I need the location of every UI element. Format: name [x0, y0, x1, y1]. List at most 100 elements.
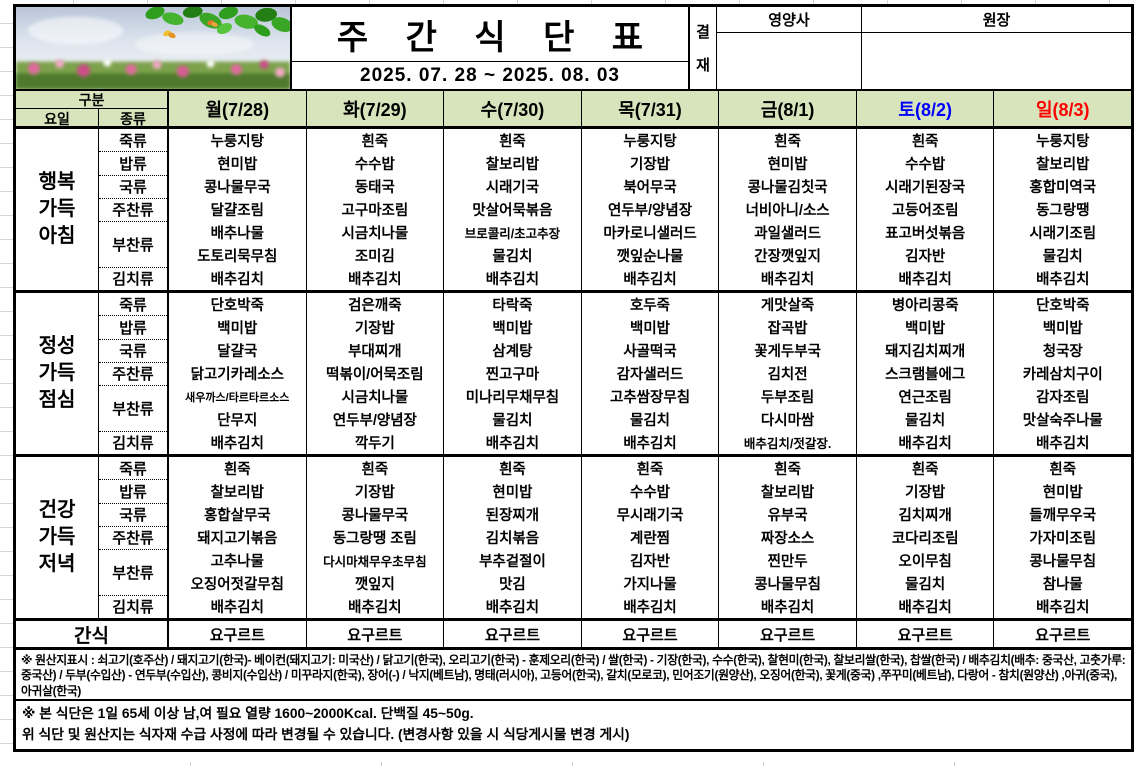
menu-item: 가자미조림 [1029, 531, 1097, 547]
menu-item: 유부국 [767, 508, 808, 524]
category-column: 죽류 밥류 국류 주찬류 부찬류 김치류 [99, 457, 169, 618]
menu-item: 조미김 [354, 249, 395, 265]
menu-item: 미나리무채무침 [465, 390, 560, 406]
menu-item: 콩나물무침 [1029, 554, 1097, 570]
menu-item: 오이무침 [898, 554, 952, 570]
menu-item: 스크램블에그 [885, 367, 966, 383]
menu-item: 찰보리밥 [1036, 157, 1090, 173]
menu-item: 백미밥 [492, 321, 533, 337]
category-label: 죽류 [119, 296, 147, 314]
menu-item: 깻잎순나물 [616, 249, 684, 265]
menu-item: 흰죽 [223, 462, 251, 478]
lunch-section: 정성 가득 점심 죽류 밥류 국류 주찬류 부찬류 김치류 단호박죽 백미밥 달걀국 닭고기카레… [16, 293, 1131, 457]
meal-1-day-0-column: 단호박죽 백미밥 달걀국 닭고기카레소스 새우까스/타르타르소스 단무지 배추김치 [169, 293, 307, 454]
menu-item: 떡볶이/어묵조림 [326, 367, 424, 383]
category-label: 밥류 [99, 315, 167, 338]
page-title: 주 간 식 단 표 [292, 7, 688, 62]
menu-item: 누룽지탕 [1036, 134, 1090, 150]
menu-item: 깍두기 [354, 436, 395, 452]
menu-item: 타락죽 [492, 298, 533, 314]
sheet-gridlines-top [0, 0, 1142, 4]
category-label: 밥류 [99, 479, 167, 502]
corner-cell: 구분 요일 종류 [16, 91, 169, 129]
menu-item: 배추김치 [760, 272, 815, 288]
menu-item: 배추김치 [623, 272, 677, 288]
menu-item: 백미밥 [1042, 321, 1083, 337]
meal-1-day-6-column: 단호박죽 백미밥 청국장 카레삼치구이 감자조림 맛살숙주나물 배추김치 [994, 293, 1131, 454]
menu-item: 깻잎지 [354, 577, 395, 593]
menu-item: 김자반 [905, 249, 946, 265]
menu-item: 새우까스/타르타르소스 [185, 391, 290, 404]
menu-item: 부추겉절이 [479, 554, 546, 570]
menu-item: 다시마채무우초무침 [323, 555, 427, 569]
menu-item: 맛살어묵볶음 [472, 203, 553, 219]
menu-item: 배추김치 [623, 600, 677, 616]
menu-item: 맛살숙주나물 [1022, 413, 1103, 429]
menu-item: 시래기국 [485, 180, 540, 196]
menu-item: 흰죽 [499, 134, 526, 150]
menu-item: 게맛살죽 [760, 298, 815, 314]
menu-item: 표고버섯볶음 [885, 226, 966, 242]
menu-item: 간장깻잎지 [754, 249, 821, 265]
snack-cell-3: 요구르트 [582, 621, 720, 647]
dinner-section: 건강 가득 저녁 죽류 밥류 국류 주찬류 부찬류 김치류 흰죽 찰보리밥 홍합살무국 돼지고기… [16, 457, 1131, 621]
menu-item: 수수밥 [905, 157, 946, 173]
category-label: 국류 [99, 338, 167, 362]
menu-item: 돼지김치찌개 [885, 344, 966, 360]
day-header-3: 목(7/31) [582, 91, 720, 126]
category-label: 부찬류 [99, 385, 167, 431]
director-signature-space [862, 33, 1131, 89]
meal-2-day-0-column: 흰죽 찰보리밥 홍합살무국 돼지고기볶음 고추나물 오징어젓갈무침 배추김치 [169, 457, 307, 618]
menu-item: 김자반 [630, 554, 671, 570]
menu-item: 과일샐러드 [754, 226, 821, 242]
menu-item: 콩나물무침 [754, 577, 821, 593]
menu-item: 단무지 [217, 413, 258, 429]
meal-0-day-1-column: 흰죽 수수밥 동태국 고구마조림 시금치나물 조미김 배추김치 [307, 129, 445, 290]
menu-item: 달걀조림 [210, 203, 264, 219]
menu-item: 기장밥 [905, 485, 946, 501]
menu-item: 물김치 [492, 413, 533, 429]
menu-item: 흰죽 [636, 462, 664, 478]
nutritionist-signature-space [717, 33, 861, 89]
director-label: 원장 [862, 7, 1131, 33]
menu-item: 물김치 [630, 413, 671, 429]
day-headers: 월(7/28) 화(7/29) 수(7/30) 목(7/31) 금(8/1) 토(8/2)… [169, 91, 1131, 126]
menu-item: 배추김치 [1036, 436, 1090, 452]
menu-item: 호두죽 [630, 298, 671, 314]
menu-item: 무시래기국 [616, 508, 684, 524]
lunch-day-columns: 단호박죽 백미밥 달걀국 닭고기카레소스 새우까스/타르타르소스 단무지 배추김치 검은깨죽 기… [169, 293, 1131, 454]
menu-item: 단호박죽 [210, 298, 264, 314]
butterfly-icon [163, 20, 218, 39]
menu-item: 백미밥 [905, 321, 946, 337]
category-label: 주찬류 [99, 525, 167, 549]
menu-item: 동태국 [354, 180, 395, 196]
menu-item: 현미밥 [492, 485, 533, 501]
menu-item: 흰죽 [911, 134, 939, 150]
menu-item: 콩나물김칫국 [747, 180, 828, 196]
menu-item: 카레삼치구이 [1022, 367, 1103, 383]
meal-2-day-1-column: 흰죽 기장밥 콩나물무국 동그랑땡 조림 다시마채무우초무침 깻잎지 배추김치 [307, 457, 445, 618]
flower-field-image [16, 7, 290, 89]
menu-item: 배추김치 [898, 600, 952, 616]
menu-item: 시래기된장국 [885, 180, 966, 196]
category-label: 김치류 [99, 594, 167, 618]
sheet-gridlines-left [0, 0, 13, 766]
category-label: 국류 [99, 502, 167, 526]
meal-0-day-2-column: 흰죽 찰보리밥 시래기국 맛살어묵볶음 브로콜리/초고추장 물김치 배추김치 [444, 129, 582, 290]
menu-item: 다시마쌈 [760, 413, 815, 429]
menu-item: 김치전 [767, 367, 808, 383]
stamp-char-2: 재 [696, 57, 710, 74]
dinner-day-columns: 흰죽 찰보리밥 홍합살무국 돼지고기볶음 고추나물 오징어젓갈무침 배추김치 흰죽 기장밥 콩나물… [169, 457, 1131, 618]
meal-2-day-5-column: 흰죽 기장밥 김치찌개 코다리조림 오이무침 물김치 배추김치 [857, 457, 995, 618]
menu-item: 들깨무우국 [1029, 508, 1097, 524]
date-range: 2025. 07. 28 ~ 2025. 08. 03 [360, 64, 620, 86]
yoil-label: 요일 [16, 109, 99, 129]
menu-item: 누룽지탕 [210, 134, 264, 150]
meal-1-day-4-column: 게맛살죽 잡곡밥 꽃게두부국 김치전 두부조림 다시마쌈 배추김치/젓갈장. [719, 293, 857, 454]
menu-item: 시금치나물 [341, 226, 409, 242]
snack-row: 간식 요구르트 요구르트 요구르트 요구르트 요구르트 요구르트 요구르트 [16, 621, 1131, 650]
menu-item: 배추김치 [760, 600, 815, 616]
menu-item: 백미밥 [630, 321, 671, 337]
snack-cell-0: 요구르트 [169, 621, 307, 647]
menu-item: 물김치 [1042, 249, 1083, 265]
